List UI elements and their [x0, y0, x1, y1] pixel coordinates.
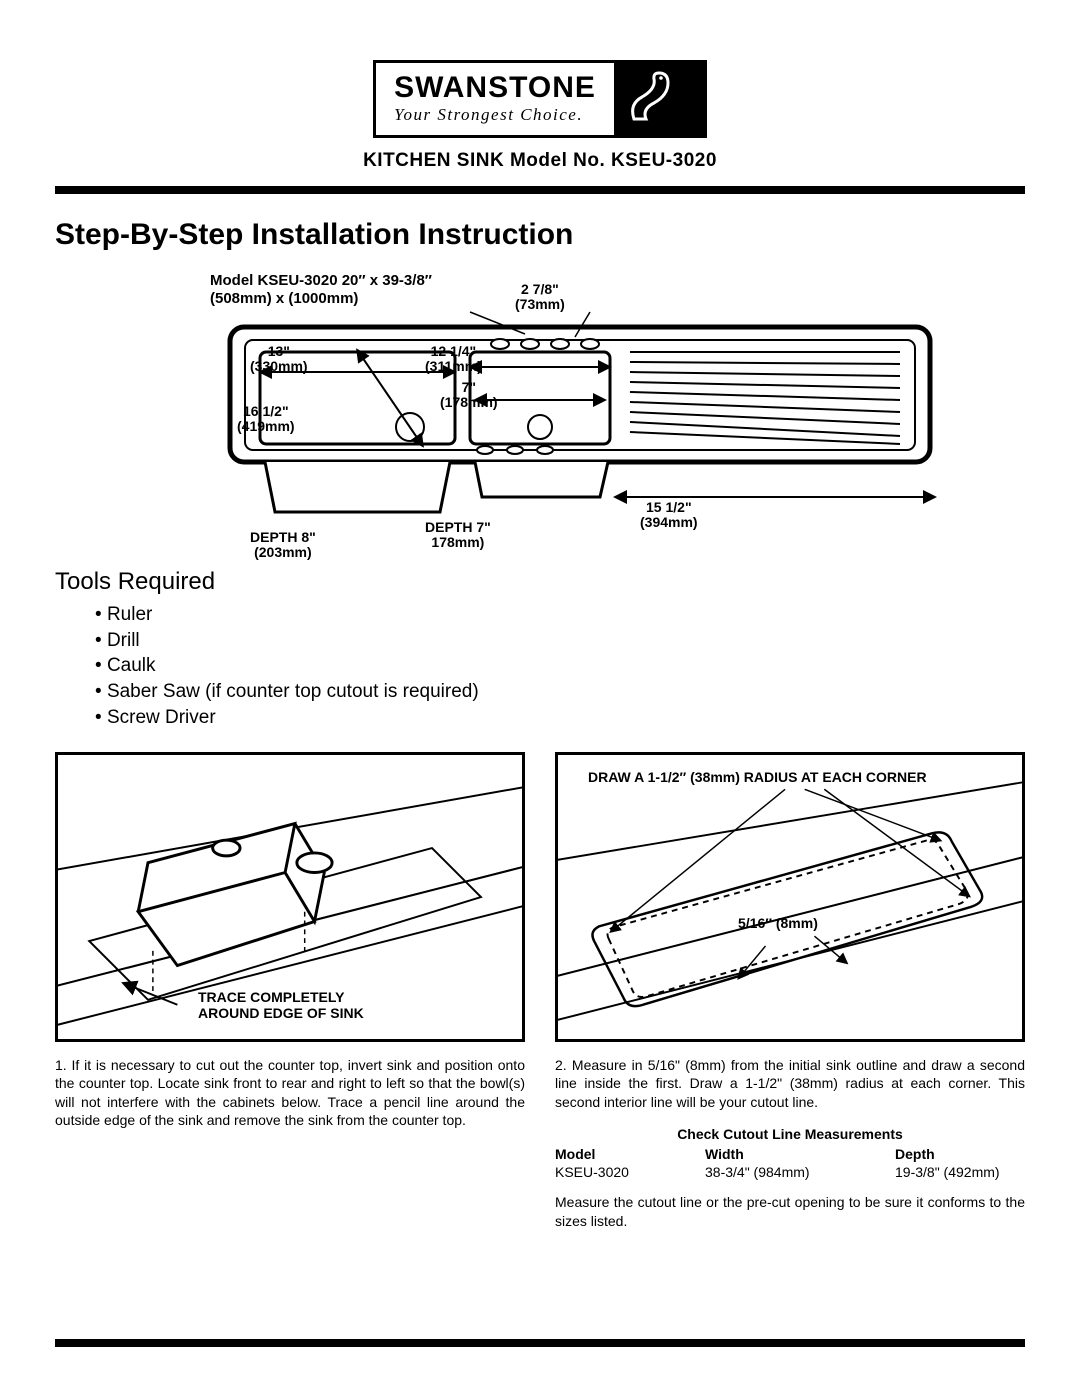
tool-item: Ruler: [95, 602, 1025, 628]
depth-small: DEPTH 7"178mm): [425, 520, 491, 551]
tool-item: Caulk: [95, 653, 1025, 679]
logo-tagline: Your Strongest Choice.: [394, 105, 596, 125]
step-2-col: 2. Measure in 5/16" (8mm) from the initi…: [555, 1056, 1025, 1230]
logo-brand: SWANSTONE: [394, 73, 596, 103]
cutout-table: Check Cutout Line Measurements Model Wid…: [555, 1125, 1025, 1182]
tool-item: Drill: [95, 628, 1025, 654]
panel-2: DRAW A 1-1/2″ (38mm) RADIUS AT EACH CORN…: [555, 752, 1025, 1042]
step-1-text: 1. If it is necessary to cut out the cou…: [55, 1056, 525, 1230]
dim-top-right: 2 7/8"(73mm): [515, 282, 565, 313]
dim-small-h: 7"(178mm): [440, 380, 498, 411]
panels-row: TRACE COMPLETELYAROUND EDGE OF SINK: [55, 752, 1025, 1042]
logo-block: SWANSTONE Your Strongest Choice.: [55, 60, 1025, 138]
panel1-label: TRACE COMPLETELYAROUND EDGE OF SINK: [198, 989, 364, 1021]
diagram-header: Model KSEU-3020 20″ x 39-3/8″ (508mm) x …: [210, 272, 432, 308]
tools-list: Ruler Drill Caulk Saber Saw (if counter …: [95, 602, 1025, 730]
swan-icon: [614, 63, 704, 135]
cutout-r-width: 38-3/4" (984mm): [705, 1163, 895, 1181]
cutout-title: Check Cutout Line Measurements: [555, 1125, 1025, 1143]
measure-note: Measure the cutout line or the pre-cut o…: [555, 1193, 1025, 1229]
cutout-h-model: Model: [555, 1145, 705, 1163]
sink-diagram: Model KSEU-3020 20″ x 39-3/8″ (508mm) x …: [55, 272, 1025, 562]
dim-small-w: 12 1/4"(311mm): [425, 344, 482, 375]
step-columns: 1. If it is necessary to cut out the cou…: [55, 1056, 1025, 1230]
tool-item: Screw Driver: [95, 705, 1025, 731]
panel2-label-top: DRAW A 1-1/2″ (38mm) RADIUS AT EACH CORN…: [588, 769, 1002, 785]
top-rule: [55, 186, 1025, 194]
dim-large-w: 13"(330mm): [250, 344, 308, 375]
panel2-label-center: 5/16″ (8mm): [738, 915, 818, 931]
cutout-h-width: Width: [705, 1145, 895, 1163]
tool-item: Saber Saw (if counter top cutout is requ…: [95, 679, 1025, 705]
main-title: Step-By-Step Installation Instruction: [55, 218, 1025, 252]
diagram-header-l2: (508mm) x (1000mm): [210, 290, 358, 307]
model-line: KITCHEN SINK Model No. KSEU-3020: [55, 150, 1025, 172]
panel-1: TRACE COMPLETELYAROUND EDGE OF SINK: [55, 752, 525, 1042]
dim-large-h: 16 1/2"(419mm): [237, 404, 295, 435]
dim-drain: 15 1/2"(394mm): [640, 500, 698, 531]
diagram-header-l1: Model KSEU-3020 20″ x 39-3/8″: [210, 272, 432, 289]
cutout-r-depth: 19-3/8" (492mm): [895, 1163, 1025, 1181]
depth-large: DEPTH 8"(203mm): [250, 530, 316, 561]
cutout-h-depth: Depth: [895, 1145, 1025, 1163]
logo-box: SWANSTONE Your Strongest Choice.: [373, 60, 707, 138]
tools-heading: Tools Required: [55, 568, 1025, 596]
bottom-rule: [55, 1339, 1025, 1347]
step-2-text: 2. Measure in 5/16" (8mm) from the initi…: [555, 1056, 1025, 1111]
cutout-r-model: KSEU-3020: [555, 1163, 705, 1181]
